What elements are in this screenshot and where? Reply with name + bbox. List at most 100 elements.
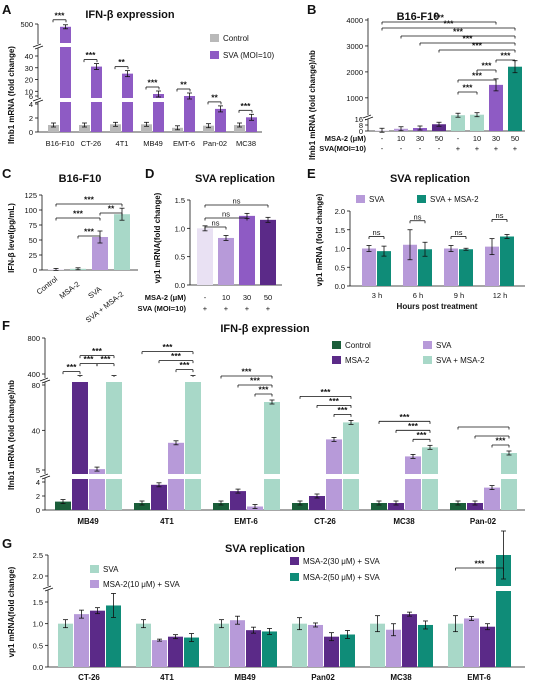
chart-title: B16-F10 (59, 173, 102, 185)
y-axis-label: Ifnb1 mRNA (fold change) (7, 46, 16, 144)
significance: *** (180, 360, 191, 370)
axis-break (39, 377, 49, 382)
x-tick-label: EMT-6 (173, 139, 195, 148)
significance: ns (496, 211, 504, 220)
axis-break (39, 473, 49, 478)
bar-1 (74, 614, 89, 667)
axis-break (41, 379, 51, 384)
bar-sva (122, 73, 133, 132)
legend-msa2-50-swatch (290, 573, 299, 581)
bar-break (105, 474, 123, 479)
y-axis-tick-label: 16 (355, 115, 363, 124)
significance: *** (84, 354, 95, 364)
y-axis-tick-label: 50 (29, 236, 37, 245)
significance: *** (463, 83, 474, 93)
axis-break (364, 115, 372, 119)
bar-3 (501, 453, 517, 510)
significance: ns (233, 197, 241, 206)
legend-msa2-50: MSA-2(50 μM) + SVA (303, 573, 380, 582)
bar-0 (134, 503, 150, 510)
bar-control (48, 125, 59, 132)
panel-letter: D (145, 166, 154, 181)
bar-1 (309, 496, 325, 510)
bar-2 (89, 469, 105, 510)
bar-sva-msa2 (377, 251, 391, 286)
bar (451, 115, 465, 131)
y-axis-label: IFN-β level(pg/mL) (7, 203, 16, 273)
y-axis-tick-label: 0.0 (175, 281, 185, 290)
y-axis-tick-label: 4 (36, 478, 40, 487)
legend-sva-swatch (210, 51, 219, 59)
bar-3 (106, 377, 122, 510)
axis-break (41, 378, 49, 382)
bar (470, 114, 484, 131)
bar-2 (405, 456, 421, 510)
y-axis-tick-label: 125 (24, 191, 37, 200)
x-tick-label: SVA (86, 284, 103, 300)
sva-value: - (438, 144, 441, 153)
axis-break (362, 114, 372, 119)
legend-msa2: MSA-2 (345, 356, 370, 365)
x-tick-label: 9 h (454, 291, 464, 300)
bar (489, 84, 503, 131)
y-axis-tick-label: 2 (29, 114, 33, 123)
bar-3 (185, 377, 201, 510)
y-axis-tick-label: 20 (25, 76, 33, 85)
msa2-value: 50 (511, 134, 519, 143)
x-tick-label: Pan02 (311, 673, 335, 682)
significance: *** (463, 34, 474, 44)
bar-sva (444, 248, 458, 286)
bar-break (105, 377, 123, 382)
bar-0 (55, 501, 71, 510)
msa2-row-label: MSA-2 (μM) (325, 134, 367, 143)
significance: *** (400, 412, 411, 422)
significance: ns (373, 228, 381, 237)
y-axis-tick-label: 6 (29, 92, 33, 101)
bar (92, 237, 108, 270)
panel-letter: G (2, 536, 12, 551)
y-axis-label: vp1 mRNA(fold change) (7, 566, 16, 657)
x-tick-label: MC38 (236, 139, 256, 148)
msa2-value: 50 (264, 293, 272, 302)
y-axis-tick-label: 0.0 (33, 663, 43, 672)
bar-break (59, 43, 72, 47)
msa2-value: 30 (243, 293, 251, 302)
axis-break (44, 587, 54, 592)
significance: *** (84, 195, 95, 205)
msa2-value: - (457, 134, 460, 143)
y-axis-tick-label: 2.0 (33, 572, 43, 581)
y-axis-tick-label: 4 (29, 100, 33, 109)
significance: *** (171, 351, 182, 361)
bar-0 (448, 623, 463, 667)
sva-value: - (400, 144, 403, 153)
bar-3 (262, 631, 277, 667)
y-axis-tick-label: 1.5 (33, 598, 43, 607)
x-tick-label: MC38 (393, 517, 415, 526)
bar-break (325, 474, 343, 479)
significance: *** (434, 13, 445, 23)
bar-control (141, 124, 152, 132)
axis-break (32, 97, 42, 102)
y-axis-tick-label: 1000 (346, 94, 363, 103)
bar-break (263, 474, 281, 479)
panel-letter: C (2, 166, 12, 181)
y-axis-tick-label: 10 (25, 87, 33, 96)
panel-letter: A (2, 2, 12, 17)
bar-break (342, 474, 360, 479)
bar-2 (90, 610, 105, 667)
bar-sva-msa2 (500, 236, 514, 286)
y-axis-tick-label: 500 (20, 20, 33, 29)
y-axis-tick-label: 0 (359, 127, 363, 136)
sva-value: + (224, 304, 229, 313)
y-axis-tick-label: 8 (359, 121, 363, 130)
bar-3 (106, 605, 121, 667)
y-axis-tick-label: 0 (33, 266, 37, 275)
sva-value: + (266, 304, 271, 313)
significance: *** (472, 71, 483, 81)
y-axis-label: Ifnb1 mRNA (fold change)/nb (7, 380, 16, 490)
legend-sva: SVA (369, 195, 385, 204)
significance: *** (475, 559, 486, 569)
y-axis-tick-label: 1.0 (335, 245, 345, 254)
y-axis-tick-label: 1.0 (33, 620, 43, 629)
